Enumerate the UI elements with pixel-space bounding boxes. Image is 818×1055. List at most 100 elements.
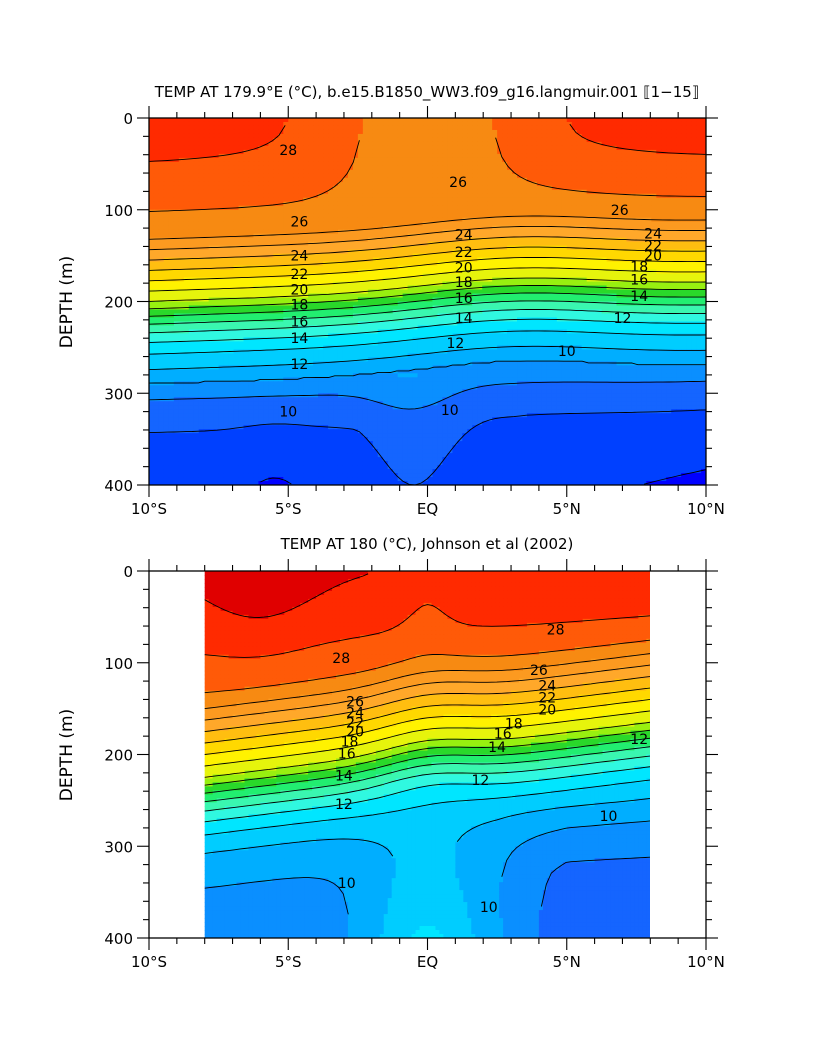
contour-cell — [591, 141, 598, 147]
contour-cell — [541, 221, 548, 227]
contour-cell — [168, 201, 175, 207]
contour-cell — [492, 169, 498, 175]
contour-cell — [611, 201, 618, 207]
contour-cell — [626, 141, 632, 147]
contour-cell — [681, 153, 687, 159]
contour-cell — [646, 125, 652, 131]
contour-cell — [228, 253, 235, 259]
contour-cell — [208, 189, 215, 195]
contour-cell — [337, 145, 344, 151]
contour-cell — [188, 281, 195, 287]
contour-cell — [392, 233, 399, 239]
contour-cell — [377, 201, 384, 207]
contour-cell — [636, 181, 642, 187]
contour-cell — [551, 285, 558, 291]
contour-cell — [601, 245, 608, 251]
contour-cell — [377, 118, 384, 123]
contour-cell — [427, 129, 434, 135]
contour-cell — [163, 141, 170, 147]
contour-cell — [656, 253, 662, 259]
contour-cell — [566, 289, 573, 295]
contour-cell — [462, 217, 468, 223]
contour-cell — [402, 197, 409, 203]
contour-cell — [342, 261, 349, 267]
contour-cell — [392, 253, 399, 259]
contour-cell — [586, 177, 593, 183]
contour-cell — [248, 237, 255, 243]
contour-cell — [303, 185, 309, 191]
contour-cell — [352, 293, 359, 299]
contour-cell — [208, 137, 215, 143]
contour-cell — [308, 161, 314, 167]
contour-cell — [576, 265, 583, 271]
contour-cell — [153, 273, 160, 279]
contour-cell — [586, 149, 593, 155]
contour-cell — [457, 233, 463, 239]
contour-cell — [213, 161, 220, 167]
contour-cell — [367, 165, 374, 171]
contour-cell — [303, 245, 309, 251]
contour-cell — [671, 245, 677, 251]
contour-cell — [407, 169, 414, 175]
contour-cell — [576, 257, 583, 263]
contour-cell — [696, 121, 702, 127]
contour-cell — [561, 237, 568, 243]
contour-cell — [556, 118, 563, 123]
contour-cell — [457, 118, 463, 123]
contour-cell — [233, 133, 240, 139]
contour-cell — [288, 233, 294, 239]
contour-cell — [402, 189, 409, 195]
contour-cell — [178, 201, 185, 207]
contour-cell — [656, 213, 662, 219]
contour-cell — [198, 137, 205, 143]
contour-cell — [198, 273, 205, 279]
contour-cell — [218, 125, 225, 131]
contour-cell — [531, 157, 538, 163]
contour-cell — [502, 285, 508, 291]
contour-cell — [253, 141, 260, 147]
contour-cell — [273, 121, 279, 127]
contour-cell — [437, 129, 444, 135]
contour-cell — [492, 137, 498, 143]
contour-cell — [681, 201, 687, 207]
contour-cell — [352, 217, 359, 223]
contour-cell — [696, 249, 702, 255]
contour-cell — [531, 165, 538, 171]
contour-cell — [631, 241, 637, 247]
contour-cell — [457, 261, 463, 267]
contour-cell — [178, 221, 185, 227]
contour-cell — [661, 245, 667, 251]
contour-cell — [437, 173, 444, 179]
contour-cell — [616, 161, 623, 167]
contour-cell — [153, 157, 160, 163]
contour-cell — [263, 153, 269, 159]
contour-cell — [526, 221, 533, 227]
contour-cell — [278, 121, 284, 127]
contour-cell — [487, 285, 493, 291]
contour-cell — [362, 225, 369, 231]
contour-cell — [611, 241, 618, 247]
contour-cell — [616, 237, 623, 243]
contour-cell — [417, 157, 424, 163]
contour-cell — [253, 133, 260, 139]
contour-cell — [442, 241, 448, 247]
contour-cell — [442, 213, 448, 219]
contour-cell — [686, 141, 692, 147]
contour-cell — [422, 249, 429, 255]
contour-cell — [228, 213, 235, 219]
contour-cell — [387, 173, 394, 179]
contour-cell — [472, 225, 478, 231]
contour-cell — [492, 125, 498, 131]
contour-cell — [502, 173, 508, 179]
contour-cell — [661, 177, 667, 183]
contour-cell — [397, 213, 404, 219]
contour-cell — [586, 273, 593, 279]
contour-cell — [497, 257, 503, 263]
contour-cell — [183, 289, 190, 295]
contour-cell — [611, 157, 618, 163]
contour-cell — [561, 121, 568, 127]
contour-cell — [691, 253, 697, 259]
contour-cell — [531, 241, 538, 247]
contour-cell — [278, 205, 284, 211]
contour-cell — [666, 177, 672, 183]
